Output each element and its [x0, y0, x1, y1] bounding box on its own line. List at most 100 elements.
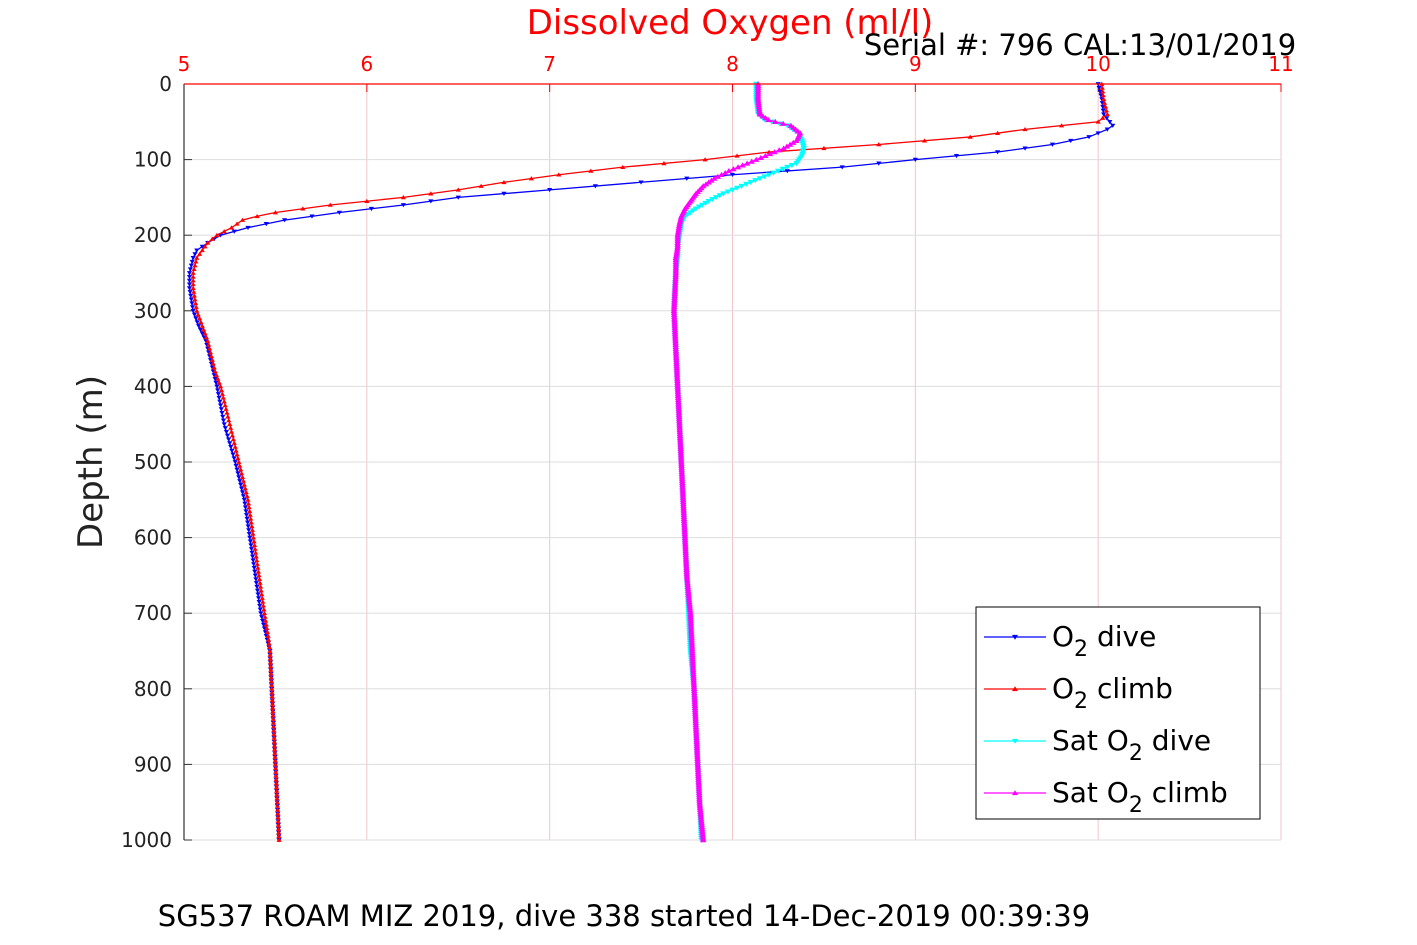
data-point — [251, 566, 257, 571]
data-point — [995, 130, 1001, 135]
chart-title: Dissolved Oxygen (ml/l) — [527, 3, 934, 43]
data-point — [247, 508, 253, 513]
data-point — [268, 667, 274, 672]
data-point — [199, 323, 205, 328]
data-point — [547, 188, 553, 193]
y-tick-label: 800 — [134, 677, 172, 701]
data-point — [226, 437, 232, 442]
x-tick-label: 10 — [1085, 52, 1110, 76]
data-point — [700, 837, 707, 843]
data-point — [190, 270, 196, 275]
data-point — [699, 202, 706, 208]
y-tick-label: 500 — [134, 450, 172, 474]
data-point — [761, 174, 768, 180]
data-point — [253, 577, 259, 582]
data-point — [725, 168, 733, 174]
data-point — [238, 467, 244, 472]
data-point — [186, 282, 193, 287]
data-point — [196, 316, 203, 321]
data-point — [638, 180, 644, 185]
data-point — [275, 818, 281, 823]
data-point — [221, 229, 227, 234]
data-point — [716, 193, 723, 199]
data-point — [269, 690, 275, 695]
legend-label: O2 climb — [1052, 672, 1173, 714]
y-tick-label: 1000 — [121, 828, 172, 852]
data-point — [251, 562, 257, 567]
x-tick-label: 7 — [543, 52, 556, 76]
data-point — [400, 203, 406, 208]
data-point — [234, 452, 240, 457]
legend-box — [975, 606, 1261, 820]
data-point — [232, 444, 238, 449]
data-point — [1022, 127, 1028, 132]
data-point — [248, 516, 254, 521]
data-point — [191, 289, 197, 294]
data-point — [214, 384, 220, 389]
data-point — [192, 297, 198, 302]
data-point — [766, 151, 774, 157]
data-point — [272, 754, 278, 759]
data-point — [501, 179, 507, 185]
legend-swatch-marker — [1012, 790, 1018, 796]
data-point — [273, 777, 279, 782]
data-point — [739, 162, 746, 168]
data-point — [248, 543, 254, 548]
data-point — [222, 426, 228, 431]
data-point — [237, 479, 243, 484]
data-point — [208, 353, 215, 358]
data-point — [1100, 108, 1106, 113]
data-point — [217, 384, 224, 389]
data-point — [743, 160, 751, 166]
series-o2-climb — [190, 81, 1110, 842]
data-point — [212, 377, 218, 382]
data-point — [231, 440, 237, 445]
data-point — [274, 792, 280, 797]
data-point — [254, 557, 260, 563]
legend: O2 dive O2 climb Sat O2 dive Sat O2 climb — [975, 606, 1261, 820]
data-point — [260, 603, 266, 608]
x-tick-label: 8 — [726, 52, 739, 76]
data-point — [242, 486, 248, 491]
data-point — [250, 535, 257, 540]
data-point — [400, 195, 406, 200]
data-point — [219, 391, 225, 396]
legend-item: Sat O2 dive — [984, 724, 1211, 766]
data-point — [784, 164, 791, 171]
data-point — [269, 694, 275, 699]
data-point — [217, 399, 223, 404]
data-point — [720, 191, 727, 197]
data-point — [190, 274, 196, 279]
data-point — [327, 202, 333, 207]
data-point — [194, 320, 200, 325]
data-point — [269, 686, 275, 691]
data-point — [191, 266, 197, 272]
data-point — [528, 176, 534, 181]
data-point — [783, 143, 791, 149]
data-point — [259, 591, 265, 597]
data-point — [245, 520, 251, 525]
data-point — [276, 830, 282, 835]
x-tick-label: 11 — [1268, 52, 1293, 76]
data-point — [1107, 119, 1113, 125]
data-point — [187, 267, 193, 272]
data-point — [729, 172, 736, 178]
legend-item: Sat O2 climb — [984, 776, 1228, 818]
data-point — [205, 338, 211, 343]
data-point — [738, 183, 745, 189]
data-point — [211, 373, 217, 378]
data-point — [191, 293, 197, 298]
data-point — [275, 826, 282, 831]
data-point — [267, 652, 273, 657]
data-point — [260, 599, 266, 604]
data-point — [756, 111, 764, 117]
data-point — [257, 603, 263, 608]
data-point — [256, 573, 262, 578]
data-point — [198, 319, 204, 324]
data-point — [730, 166, 737, 172]
data-point — [255, 569, 262, 574]
data-point — [270, 709, 276, 714]
data-point — [201, 327, 207, 332]
data-point — [876, 142, 882, 147]
